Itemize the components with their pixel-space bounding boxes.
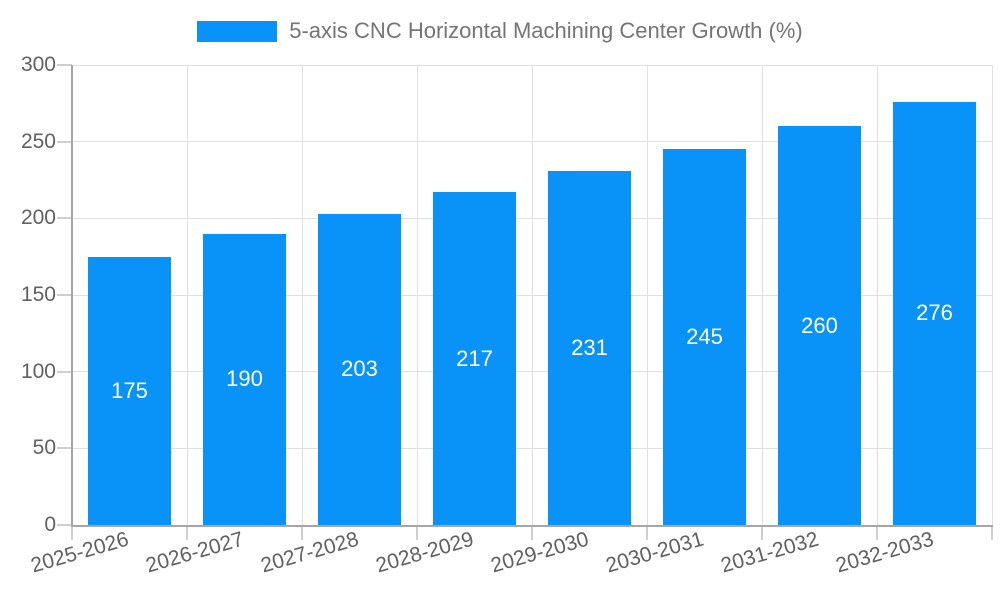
y-axis-tick-label: 100 [20, 359, 56, 383]
x-axis-tick-label: 2026-2027 [142, 527, 246, 578]
y-axis-tick-mark [57, 140, 72, 143]
bar-value-label: 231 [571, 334, 608, 360]
bar[interactable]: 260 [778, 126, 861, 525]
y-axis-line [71, 65, 73, 527]
y-axis-tick-label: 250 [20, 129, 56, 153]
x-axis-tick-mark [301, 527, 303, 540]
x-axis-line [71, 525, 993, 527]
y-axis-tick-mark [57, 217, 72, 220]
bar[interactable]: 231 [548, 170, 631, 525]
bar-value-label: 245 [686, 324, 723, 350]
x-axis-tick-mark [186, 527, 188, 540]
y-axis-tick-label: 300 [20, 53, 56, 76]
vertical-gridline [646, 65, 648, 525]
x-axis-tick-mark [991, 527, 993, 540]
vertical-gridline [186, 65, 188, 525]
vertical-gridline [876, 65, 878, 525]
x-axis-tick-mark [876, 527, 878, 540]
y-axis-tick-label: 150 [20, 283, 56, 306]
y-axis-tick-mark [57, 447, 72, 450]
bar[interactable]: 217 [433, 192, 516, 525]
x-axis-tick-mark [761, 527, 763, 540]
x-axis-tick-mark [71, 527, 73, 540]
x-axis-tick-mark [531, 527, 533, 540]
x-axis-tick-label: 2029-2030 [487, 527, 591, 578]
x-axis-tick-mark [646, 527, 648, 540]
vertical-gridline [416, 65, 418, 525]
bar[interactable]: 245 [663, 149, 746, 525]
bar-value-label: 203 [341, 356, 378, 382]
chart-legend[interactable]: 5-axis CNC Horizontal Machining Center G… [0, 18, 1000, 44]
bar-value-label: 217 [456, 345, 493, 371]
bar[interactable]: 190 [203, 233, 286, 525]
y-axis-tick-label: 200 [20, 206, 56, 230]
x-axis-tick-mark [416, 527, 418, 540]
legend-swatch [197, 20, 278, 42]
legend-label: 5-axis CNC Horizontal Machining Center G… [289, 18, 803, 43]
x-axis-tick-label: 2030-2031 [602, 527, 706, 578]
bar[interactable]: 175 [88, 256, 171, 525]
vertical-gridline [301, 65, 303, 525]
bar[interactable]: 203 [318, 213, 401, 525]
y-axis-tick-mark [57, 294, 72, 296]
y-axis-tick-label: 50 [32, 436, 56, 460]
bar-value-label: 260 [801, 312, 838, 338]
bar-value-label: 175 [111, 377, 148, 403]
y-axis-tick-mark [57, 524, 72, 526]
y-axis-tick-mark [57, 370, 72, 373]
x-axis-tick-label: 2027-2028 [257, 527, 361, 578]
y-axis-tick-label: 0 [44, 513, 56, 536]
vertical-gridline [991, 65, 993, 525]
vertical-gridline [761, 65, 763, 525]
x-axis-tick-label: 2028-2029 [372, 527, 476, 578]
bar-value-label: 190 [226, 366, 263, 392]
bar-value-label: 276 [916, 300, 953, 326]
bar[interactable]: 276 [893, 101, 976, 525]
x-axis-tick-label: 2032-2033 [832, 527, 936, 578]
y-axis-tick-mark [57, 64, 72, 66]
vertical-gridline [531, 65, 533, 525]
x-axis-tick-label: 2031-2032 [717, 527, 821, 578]
